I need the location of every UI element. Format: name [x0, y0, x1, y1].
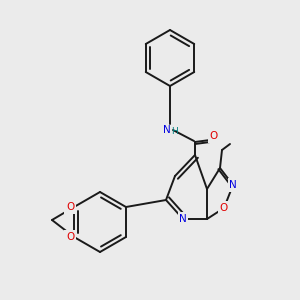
Text: O: O — [210, 131, 218, 141]
Text: N: N — [163, 125, 171, 135]
Text: O: O — [220, 203, 228, 213]
Text: N: N — [229, 180, 237, 190]
Text: O: O — [66, 232, 74, 242]
Text: O: O — [66, 202, 74, 212]
Text: H: H — [172, 128, 178, 136]
Text: N: N — [179, 214, 187, 224]
